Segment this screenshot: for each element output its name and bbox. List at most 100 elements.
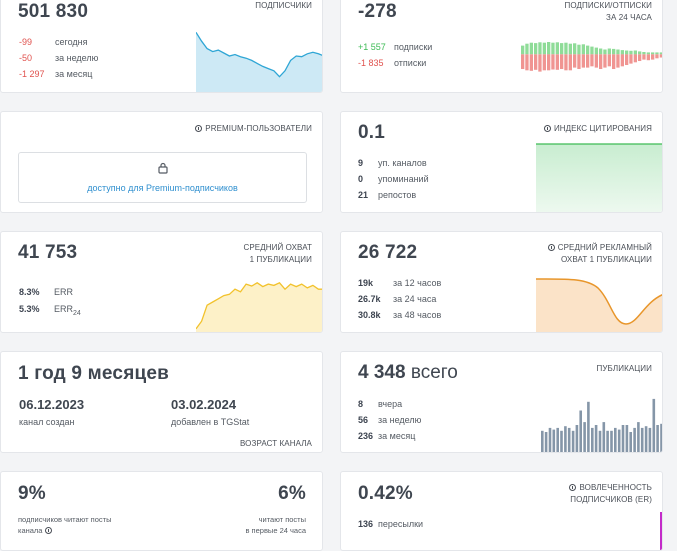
unsubscribe-bar	[625, 54, 629, 66]
unsubscribe-bar	[620, 54, 624, 67]
posts-bar	[633, 427, 636, 452]
reach-card[interactable]: 41 753 СРЕДНИЙ ОХВАТ 1 ПУБЛИКАЦИИ 8.3% ERR…	[0, 231, 323, 333]
chart-line	[196, 282, 322, 330]
stat-row: 9 уп. каналов	[358, 158, 427, 168]
subscribe-bar	[577, 44, 581, 55]
posts-bar	[644, 426, 648, 452]
stat-row: -1 835 отписки	[358, 58, 427, 68]
posts-bar	[594, 425, 598, 452]
unsubscribe-bar	[525, 54, 529, 71]
subscribe-bar	[629, 50, 633, 55]
unsubscribe-bar	[638, 54, 642, 62]
read-card[interactable]: 9% подписчиков читают посты канала 6% чит…	[0, 471, 323, 551]
unsubscribe-bar	[573, 54, 577, 68]
subscribe-bar	[625, 50, 629, 55]
ad-reach-card[interactable]: 26 722 СРЕДНИЙ РЕКЛАМНЫЙ ОХВАТ 1 ПУБЛИКАЦ…	[340, 231, 663, 333]
unsubscribe-bar	[547, 54, 551, 71]
subscribe-bar	[551, 42, 555, 55]
posts-bar	[560, 430, 563, 452]
subscribers-card[interactable]: 501 830 ПОДПИСЧИКИ -99 сегодня -50 за неде…	[0, 0, 323, 93]
created-label: канал создан	[19, 417, 75, 427]
premium-box[interactable]: доступно для Premium-подписчиков	[18, 152, 307, 203]
posts-bar	[629, 432, 632, 452]
posts-value: 4 348 всего	[358, 362, 458, 383]
subscribers-chart[interactable]	[196, 19, 323, 93]
posts-bar	[548, 427, 552, 452]
subscribe-bar	[590, 46, 594, 55]
subscribers-label: ПОДПИСЧИКИ	[255, 1, 312, 10]
ad-reach-chart[interactable]	[536, 276, 663, 333]
subscribe-bar	[638, 51, 642, 55]
chart-line	[196, 31, 322, 78]
subscribe-bar	[616, 49, 620, 55]
unsubscribe-bar	[612, 54, 616, 70]
posts-bar	[656, 425, 659, 452]
unsubscribe-bar	[542, 54, 546, 71]
unsubscribe-bar	[564, 54, 568, 71]
posts-bar	[579, 410, 582, 452]
unsubscribe-bar	[521, 54, 525, 70]
balance-card[interactable]: -278 ПОДПИСКИ/ОТПИСКИ ЗА 24 ЧАСА +1 557 по…	[340, 0, 663, 93]
subscribe-bar	[564, 42, 568, 55]
unsubscribe-bar	[555, 54, 559, 70]
unsubscribe-bar	[659, 54, 662, 58]
premium-card[interactable]: PREMIUM-ПОЛЬЗОВАТЕЛИ доступно для Premiu…	[0, 111, 323, 213]
stat-row: 5.3% ERR24	[19, 304, 81, 317]
unsubscribe-bar	[560, 54, 564, 70]
citation-value: 0.1	[358, 122, 386, 143]
subscribe-bar	[594, 47, 598, 55]
stat-row: -1 297 за месяц	[19, 69, 93, 79]
posts-chart[interactable]	[541, 396, 663, 453]
engagement-card[interactable]: 0.42% ВОВЛЕЧЕННОСТЬ ПОДПИСЧИКОВ (ER) 136 п…	[340, 471, 663, 551]
unsubscribe-bar	[603, 54, 607, 68]
subscribe-bar	[603, 49, 607, 55]
subscribe-bar	[568, 43, 572, 55]
stat-row: 30.8k за 48 часов	[358, 310, 442, 320]
subscribe-bar	[560, 43, 564, 55]
subscribe-bar	[573, 43, 577, 55]
info-icon	[547, 244, 555, 251]
subscribe-bar	[542, 42, 546, 55]
stat-row: 8.3% ERR	[19, 287, 74, 297]
posts-bar	[571, 430, 575, 452]
ad-reach-value: 26 722	[358, 242, 418, 263]
unsubscribe-bar	[590, 54, 594, 67]
posts-card[interactable]: 4 348 всего ПУБЛИКАЦИИ 8 вчера 56 за недел…	[340, 351, 663, 453]
stat-row: -50 за неделю	[19, 53, 99, 63]
subscribe-bar	[655, 52, 659, 55]
subscribe-bar	[555, 42, 559, 55]
posts-bar	[652, 398, 656, 452]
created-date: 06.12.2023	[19, 397, 85, 412]
posts-label: ПУБЛИКАЦИИ	[596, 364, 652, 373]
citation-card[interactable]: 0.1 ИНДЕКС ЦИТИРОВАНИЯ 9 уп. каналов 0 упо…	[340, 111, 663, 213]
subscribe-bar	[581, 44, 585, 55]
info-icon	[569, 484, 577, 491]
posts-bar	[606, 430, 609, 452]
posts-bar	[617, 429, 621, 452]
balance-chart[interactable]	[521, 35, 663, 81]
posts-bar	[567, 427, 571, 452]
posts-bar	[587, 401, 590, 452]
reach-chart[interactable]	[196, 270, 323, 333]
unsubscribe-bar	[551, 54, 555, 70]
premium-link[interactable]: доступно для Premium-подписчиков	[87, 183, 238, 193]
subscribe-bar	[642, 52, 646, 55]
read-right-value: 6%	[278, 483, 306, 504]
balance-value: -278	[358, 1, 397, 22]
balance-label: ПОДПИСКИ/ОТПИСКИ ЗА 24 ЧАСА	[564, 1, 652, 22]
unsubscribe-bar	[586, 54, 590, 68]
citation-chart[interactable]	[536, 143, 663, 213]
posts-bar	[637, 422, 640, 452]
age-card[interactable]: 1 год 9 месяцев 06.12.2023 канал создан …	[0, 351, 323, 453]
subscribe-bar	[521, 45, 525, 55]
subscribe-bar	[651, 52, 655, 55]
reach-value: 41 753	[18, 242, 78, 263]
subscribe-bar	[620, 50, 624, 55]
posts-bar	[583, 422, 586, 452]
posts-bar	[660, 423, 662, 452]
subscribe-bar	[538, 42, 542, 55]
subscribe-bar	[607, 48, 611, 55]
unsubscribe-bar	[534, 54, 538, 70]
posts-bar	[614, 427, 617, 452]
posts-bar	[591, 427, 594, 452]
